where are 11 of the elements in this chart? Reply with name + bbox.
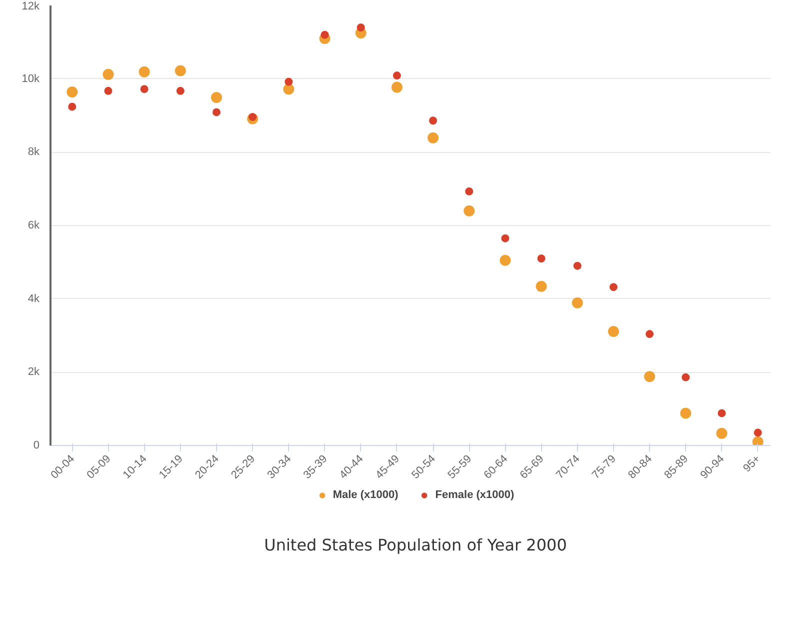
y-tick-label: 6k: [28, 220, 40, 232]
y-tick-label: 0: [33, 440, 40, 452]
y-tick-label: 8k: [28, 146, 40, 158]
y-tick-label: 10k: [22, 72, 40, 85]
legend-label: Male (x1000): [332, 489, 398, 501]
y-tick-label: 4k: [28, 292, 40, 305]
y-tick-label: 12k: [22, 0, 40, 12]
y-tick-label: 2k: [28, 366, 40, 378]
x-tick-label: 95+: [741, 452, 763, 475]
text: United States Population of Year 2000: [264, 536, 567, 554]
legend-label: Female (x1000): [435, 489, 514, 501]
